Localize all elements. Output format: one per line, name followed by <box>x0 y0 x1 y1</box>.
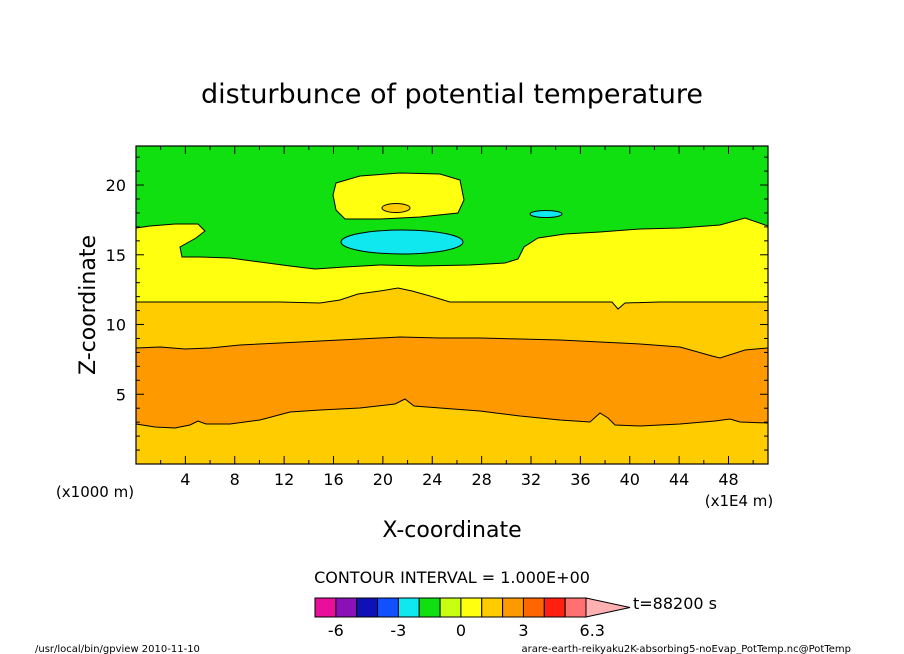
colorbar-tick-label: 3 <box>518 621 528 640</box>
x-tick-label: 16 <box>323 470 343 489</box>
colorbar-swatch <box>397 597 420 618</box>
x-tick-label: 8 <box>230 470 240 489</box>
colorbar-arrow <box>585 597 631 618</box>
y-unit-label: (x1000 m) <box>56 483 134 501</box>
colorbar-swatch <box>377 597 399 618</box>
colorbar-tick-label: 0 <box>456 621 466 640</box>
x-axis-label: X-coordinate <box>382 518 521 543</box>
y-tick-label: 15 <box>106 246 126 265</box>
x-tick-label: 32 <box>521 470 541 489</box>
contour-field <box>135 145 769 465</box>
time-text: t=88200 s <box>633 594 717 613</box>
colorbar-tick-label: -6 <box>328 621 344 640</box>
x-tick-label: 20 <box>373 470 393 489</box>
colorbar-swatch <box>502 597 524 618</box>
x-tick-label: 4 <box>180 470 190 489</box>
chart-title: disturbunce of potential temperature <box>201 79 703 110</box>
colorbar: -6 -3 0 3 6.3 <box>314 597 631 640</box>
patch-yellow-upper <box>332 172 465 220</box>
x-tick-label: 12 <box>274 470 294 489</box>
colorbar-tick-label: 6.3 <box>580 621 605 640</box>
colorbar-swatch <box>418 597 441 618</box>
colorbar-swatch <box>439 597 462 618</box>
colorbar-swatch <box>356 597 379 618</box>
y-tick-label: 10 <box>106 316 126 335</box>
x-tick-label: 48 <box>718 470 738 489</box>
patch-orange-small <box>381 203 411 213</box>
footer-right: arare-earth-reikyaku2K-absorbing5-noEvap… <box>522 644 852 654</box>
y-tick-label: 5 <box>116 385 126 404</box>
colorbar-tick-label: -3 <box>390 621 406 640</box>
colorbar-swatch <box>522 597 545 618</box>
colorbar-swatch <box>564 597 587 618</box>
patch-cyan <box>340 229 464 255</box>
patch-cyan-small <box>529 210 563 218</box>
plot-frame <box>135 145 769 465</box>
x-tick-label: 28 <box>471 470 491 489</box>
y-tick-label: 20 <box>106 176 126 195</box>
footer-left: /usr/local/bin/gpview 2010-11-10 <box>35 644 200 654</box>
x-tick-label: 40 <box>620 470 640 489</box>
colorbar-swatch <box>460 597 483 618</box>
y-axis-label: Z-coordinate <box>76 235 101 375</box>
band-orange-lower <box>136 398 768 464</box>
x-tick-label: 44 <box>669 470 689 489</box>
x-tick-label: 24 <box>422 470 442 489</box>
colorbar-swatch <box>335 597 358 618</box>
colorbar-swatch <box>543 597 566 618</box>
x-unit-label: (x1E4 m) <box>705 492 774 510</box>
colorbar-swatch <box>314 597 337 618</box>
colorbar-swatch <box>481 597 504 618</box>
x-tick-label: 36 <box>570 470 590 489</box>
contour-interval-text: CONTOUR INTERVAL = 1.000E+00 <box>314 568 590 587</box>
